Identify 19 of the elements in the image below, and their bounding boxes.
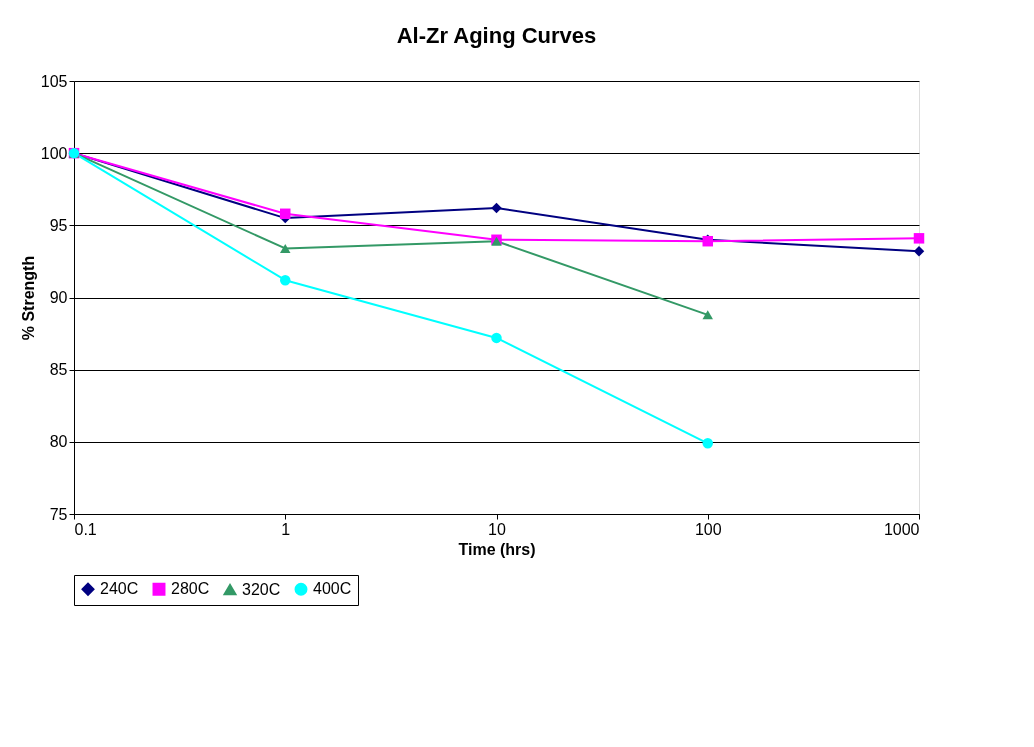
y-tick-label: 100 bbox=[40, 144, 68, 162]
x-tick-label: 1 bbox=[281, 520, 291, 538]
y-tick-label: 85 bbox=[49, 361, 68, 379]
y-tick-label: 80 bbox=[49, 433, 68, 451]
x-tick-label: 100 bbox=[694, 520, 722, 538]
legend-label: 320C bbox=[242, 580, 281, 598]
x-tick-label: 10 bbox=[488, 520, 506, 538]
y-axis-title: % Strength bbox=[19, 255, 37, 341]
chart-title: Al-Zr Aging Curves bbox=[396, 23, 597, 48]
legend-label: 240C bbox=[100, 580, 139, 598]
legend-label: 280C bbox=[171, 580, 210, 598]
y-tick-label: 90 bbox=[49, 289, 68, 306]
y-tick-label: 105 bbox=[40, 72, 68, 90]
legend-label: 400C bbox=[313, 580, 352, 598]
y-tick-label: 95 bbox=[49, 216, 68, 234]
x-axis-title: Time (hrs) bbox=[458, 540, 536, 558]
x-tick-label: 0.1 bbox=[74, 520, 97, 538]
x-tick-label: 1000 bbox=[883, 520, 920, 538]
y-tick-label: 75 bbox=[49, 505, 68, 523]
